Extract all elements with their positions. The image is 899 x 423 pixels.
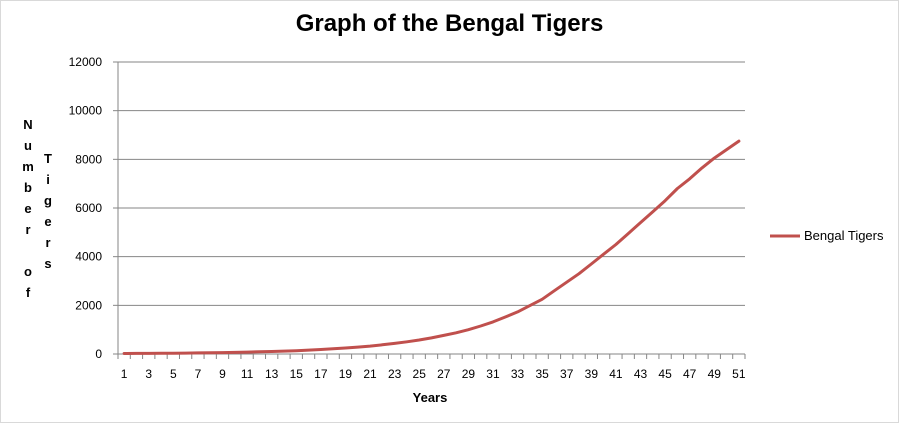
x-tick-label: 35 (535, 367, 549, 381)
y-axis-label-char: u (24, 138, 32, 153)
x-tick-label: 13 (265, 367, 279, 381)
legend-label: Bengal Tigers (804, 228, 884, 243)
y-axis-label-char: r (45, 235, 51, 250)
x-tick-label: 29 (462, 367, 476, 381)
y-tick-label: 6000 (75, 201, 102, 215)
x-tick-label: 31 (486, 367, 500, 381)
series-line-bengal-tigers (122, 139, 741, 355)
x-tick-label: 3 (145, 367, 152, 381)
x-tick-label: 41 (609, 367, 623, 381)
x-tick-label: 19 (339, 367, 353, 381)
x-tick-label: 39 (585, 367, 599, 381)
series-group (122, 139, 741, 355)
x-tick-label: 27 (437, 367, 451, 381)
y-tick-label: 2000 (75, 298, 102, 312)
gridlines (113, 61, 745, 355)
y-axis-label-char: m (22, 159, 34, 174)
x-tick-label: 9 (219, 367, 226, 381)
x-tick-label: 45 (658, 367, 672, 381)
y-axis-label-char: i (46, 172, 50, 187)
x-tick-label: 1 (121, 367, 128, 381)
x-tick-label: 37 (560, 367, 574, 381)
x-tick-label: 47 (683, 367, 697, 381)
x-tick-label: 43 (634, 367, 648, 381)
x-tick-label: 5 (170, 367, 177, 381)
x-tick-label: 7 (195, 367, 202, 381)
y-tick-label: 8000 (75, 152, 102, 166)
y-tick-label: 10000 (69, 104, 103, 118)
x-tick-label: 23 (388, 367, 402, 381)
y-axis-label-char: f (25, 285, 31, 300)
x-tick-label: 51 (732, 367, 746, 381)
x-tick-labels: 1 3 5 7 9 11 13 15 17 19 21 23 25 27 29 31 33 35 37 39 41 43 4… (117, 354, 746, 381)
y-tick-label: 12000 (69, 55, 103, 69)
y-axis-label-char: e (44, 214, 52, 229)
chart-title: Graph of the Bengal Tigers (295, 10, 604, 37)
x-tick-label: 15 (290, 367, 304, 381)
x-tick-label: 33 (511, 367, 525, 381)
y-axis-label-char: o (24, 264, 32, 279)
y-axis-label-char: r (25, 222, 31, 237)
y-axis-label-char: T (44, 151, 52, 166)
y-axis-label-char: s (44, 256, 52, 271)
x-axis-label: Years (413, 390, 448, 405)
y-axis-label-char: b (24, 180, 32, 195)
y-axis-label-char: g (44, 193, 52, 208)
y-tick-label: 4000 (75, 250, 102, 264)
y-axis-label-char: N (23, 117, 33, 132)
y-tick-label: 0 (95, 347, 102, 361)
x-tick-label: 11 (241, 367, 254, 381)
y-axis-label-char: e (24, 201, 32, 216)
x-tick-label: 25 (413, 367, 427, 381)
x-tick-label: 17 (314, 367, 328, 381)
x-tick-label: 21 (363, 367, 377, 381)
x-tick-label: 49 (708, 367, 722, 381)
y-tick-labels: 0 2000 4000 6000 8000 10000 12000 (69, 55, 103, 361)
legend: Bengal Tigers (770, 228, 884, 243)
